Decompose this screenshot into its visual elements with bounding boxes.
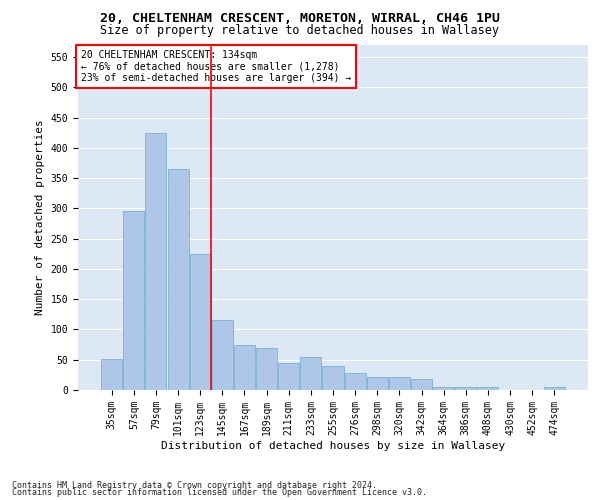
- Bar: [212, 320, 233, 390]
- Bar: [190, 254, 211, 390]
- Text: Size of property relative to detached houses in Wallasey: Size of property relative to detached ho…: [101, 24, 499, 37]
- Bar: [167, 169, 188, 390]
- Bar: [455, 387, 476, 390]
- Bar: [301, 356, 322, 390]
- Bar: [433, 387, 454, 390]
- Bar: [256, 348, 277, 390]
- Bar: [544, 387, 565, 390]
- Text: Contains public sector information licensed under the Open Government Licence v3: Contains public sector information licen…: [12, 488, 427, 497]
- Bar: [344, 373, 365, 390]
- Bar: [478, 387, 499, 390]
- Bar: [278, 363, 299, 390]
- Bar: [234, 344, 255, 390]
- Bar: [367, 376, 388, 390]
- X-axis label: Distribution of detached houses by size in Wallasey: Distribution of detached houses by size …: [161, 440, 505, 450]
- Bar: [145, 133, 166, 390]
- Bar: [389, 376, 410, 390]
- Text: 20, CHELTENHAM CRESCENT, MORETON, WIRRAL, CH46 1PU: 20, CHELTENHAM CRESCENT, MORETON, WIRRAL…: [100, 12, 500, 26]
- Bar: [124, 212, 145, 390]
- Text: Contains HM Land Registry data © Crown copyright and database right 2024.: Contains HM Land Registry data © Crown c…: [12, 480, 377, 490]
- Y-axis label: Number of detached properties: Number of detached properties: [35, 120, 45, 316]
- Text: 20 CHELTENHAM CRESCENT: 134sqm
← 76% of detached houses are smaller (1,278)
23% : 20 CHELTENHAM CRESCENT: 134sqm ← 76% of …: [80, 50, 351, 84]
- Bar: [322, 366, 344, 390]
- Bar: [101, 358, 122, 390]
- Bar: [411, 379, 432, 390]
